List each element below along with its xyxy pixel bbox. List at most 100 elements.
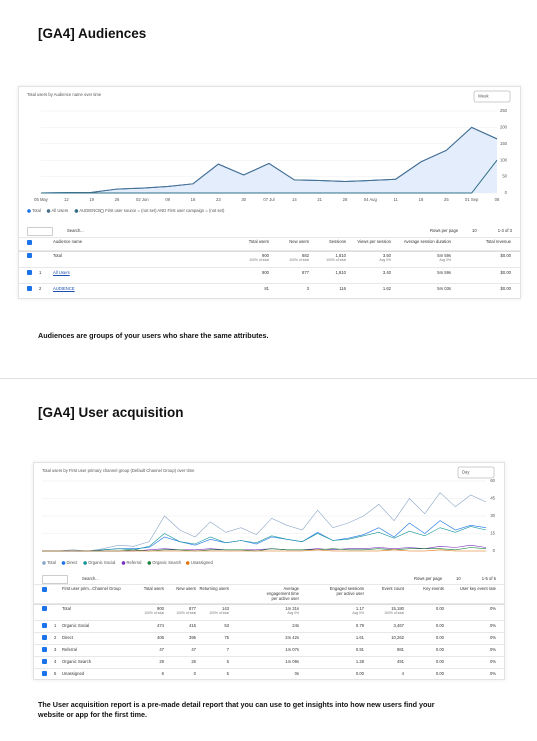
table-text: 29 (159, 659, 164, 664)
checkbox (42, 659, 47, 664)
table-text: 3 (54, 647, 57, 652)
caption: The User acquisition report is a pre-mad… (38, 700, 435, 719)
table-text: All Users (53, 270, 70, 275)
table-text: 3.50 (382, 253, 391, 258)
range-selector[interactable] (457, 466, 495, 479)
range-selector[interactable] (473, 90, 511, 103)
table-row (19, 267, 520, 284)
table-text: 1.17 (355, 606, 364, 611)
table-text: Organic Social (62, 623, 90, 628)
x-tick-label: 09 (165, 197, 170, 202)
table-text: 2 (54, 635, 57, 640)
x-tick-label: 01 Sep (465, 197, 479, 202)
checkbox (42, 647, 47, 652)
table-text: Total (53, 253, 62, 258)
x-tick-label: 28 (343, 197, 348, 202)
table-text: 1-3 of 3 (497, 228, 512, 233)
table-text: Organic Search (62, 659, 92, 664)
table-text: Search... (82, 576, 99, 581)
table-text: 1m 09s (285, 659, 299, 664)
table-text: $0.00 (500, 286, 511, 291)
table-text: Returning users (199, 586, 229, 591)
table-text: 47 (159, 647, 164, 652)
checkbox (27, 240, 32, 245)
series-line (42, 549, 486, 552)
legend-swatch (74, 209, 79, 213)
checkbox (42, 635, 47, 640)
table-text: 1,810 (335, 270, 346, 275)
x-tick-label: 05 May (34, 197, 49, 202)
x-tick-label: 16 (191, 197, 196, 202)
table-text: Sessions (329, 239, 346, 244)
table-text: 100% of total (384, 611, 404, 615)
table-text: 10 (472, 228, 477, 233)
x-tick-label: 18 (419, 197, 424, 202)
table-text: 6 (161, 671, 164, 676)
table-text: User key event rate (459, 586, 496, 591)
table-text: 116 (339, 286, 346, 291)
table-text: 3.40 (382, 270, 391, 275)
checkbox (42, 606, 47, 611)
header-row (19, 237, 520, 252)
table-text: $0.00 (500, 270, 511, 275)
table-text: 0.00 (435, 659, 444, 664)
table-text: 47 (191, 647, 196, 652)
table-text: 1.62 (382, 286, 391, 291)
table-text: 100% of total (326, 258, 346, 262)
table-text: 10,262 (391, 635, 404, 640)
table-text: 877 (189, 606, 196, 611)
chart: Total users by Audience name over time We… (27, 90, 511, 213)
table-text: 415 (189, 623, 196, 628)
table-row (34, 620, 504, 633)
x-tick-label: 23 (216, 197, 221, 202)
range-selector-label: Week (478, 94, 490, 99)
table-text: 100% of total (209, 611, 229, 615)
table-text: 24s (292, 623, 299, 628)
x-tick-label: 12 (64, 197, 69, 202)
table-text: 100% of total (249, 258, 269, 262)
table-text: 474 (157, 623, 164, 628)
table-text: 1m 31s (285, 606, 299, 611)
table-text: 0% (489, 659, 496, 664)
y-tick-label: 150 (500, 141, 508, 146)
table-text: 1,810 (335, 253, 346, 258)
table-text: 0% (489, 647, 496, 652)
legend-label: Total (47, 560, 56, 565)
table-text: Total users (143, 586, 164, 591)
table-text: Direct (62, 635, 73, 640)
x-tick-label: 19 (89, 197, 94, 202)
series-line (42, 520, 487, 552)
table-text: 7 (226, 647, 229, 652)
legend-label: All Users (52, 208, 69, 213)
legend-label: First user source = (not set) AND First … (105, 208, 225, 213)
checkbox (27, 253, 32, 258)
table-text: 1 (39, 270, 42, 275)
x-tick-label: 30 (241, 197, 246, 202)
range-selector-label: Day (462, 470, 470, 475)
table-text: 0% (489, 606, 496, 611)
table-text: AUDIENCE (53, 286, 75, 291)
checkbox (27, 286, 32, 291)
table-text: Total users (248, 239, 269, 244)
table-text: Unassigned (62, 671, 85, 676)
series-line (42, 526, 487, 552)
legend-label: Organic Social (88, 560, 115, 565)
table-row (19, 283, 520, 298)
table-text: Event count (381, 586, 404, 591)
checkbox (42, 587, 47, 592)
table-text: 53 (224, 623, 229, 628)
table-text: Average session duration (403, 239, 451, 244)
table-text: Total (62, 606, 71, 611)
table-text: 0.00 (435, 635, 444, 640)
x-tick-label: 04 Aug (364, 197, 378, 202)
screenshot: Total users by Audience name over time We… (18, 86, 521, 299)
table-text: 81 (264, 286, 269, 291)
chart-title: Total users by First user primary channe… (42, 468, 195, 473)
table-text: Avg 0% (287, 611, 299, 615)
caption: Audiences are groups of your users who s… (38, 331, 269, 340)
table-text: 395 (189, 635, 196, 640)
table-text: 0s (294, 671, 299, 676)
legend-swatch (147, 561, 152, 565)
legend-label: Unassigned (191, 560, 214, 565)
